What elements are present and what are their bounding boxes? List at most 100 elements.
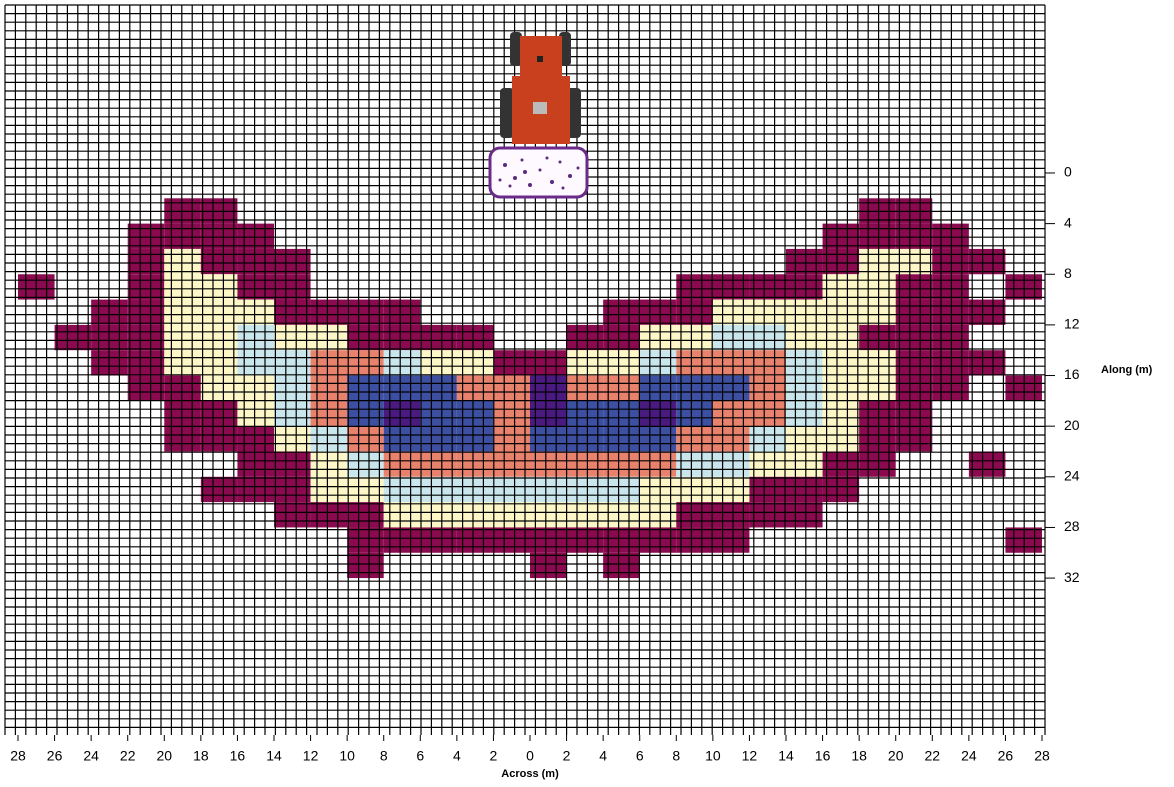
heatmap-cell: [55, 249, 92, 274]
heatmap-cell: [164, 527, 201, 552]
heatmap-cell: [55, 527, 92, 552]
x-tick-label: 28: [1034, 748, 1050, 764]
heatmap-cell: [786, 451, 823, 476]
heatmap-cell: [128, 325, 165, 350]
heatmap-cell: [274, 426, 311, 451]
heatmap-cell: [932, 426, 969, 451]
heatmap-cell: [823, 527, 860, 552]
heatmap-cell: [859, 401, 896, 426]
heatmap-cell: [311, 325, 348, 350]
heatmap-cell: [420, 477, 457, 502]
heatmap-cell: [896, 477, 933, 502]
heatmap-cell: [859, 477, 896, 502]
heatmap-cell: [274, 376, 311, 401]
y-tick-label: 24: [1064, 468, 1080, 484]
heatmap-cell: [932, 376, 969, 401]
heatmap-cell: [896, 376, 933, 401]
x-tick-label: 24: [83, 748, 99, 764]
heatmap-cell: [55, 350, 92, 375]
heatmap-cell: [969, 274, 1006, 299]
heatmap-cell: [311, 376, 348, 401]
heatmap-cell: [932, 451, 969, 476]
tractor-wheel: [500, 88, 514, 138]
heatmap-cell: [786, 249, 823, 274]
tractor-cab: [533, 102, 547, 114]
heatmap-cell: [237, 553, 274, 578]
x-tick-label: 6: [636, 748, 644, 764]
heatmap-cell: [859, 376, 896, 401]
heatmap-cell: [859, 527, 896, 552]
x-tick-label: 18: [193, 748, 209, 764]
heatmap-cell: [823, 300, 860, 325]
heatmap-cell: [164, 451, 201, 476]
y-tick-label: 20: [1064, 417, 1080, 433]
heatmap-cell: [823, 274, 860, 299]
heatmap-cell: [420, 300, 457, 325]
heatmap-cell: [969, 527, 1006, 552]
heatmap-cell: [676, 553, 713, 578]
heatmap-cell: [201, 300, 238, 325]
x-tick-label: 8: [380, 748, 388, 764]
heatmap-cell: [128, 300, 165, 325]
heatmap-cell: [823, 553, 860, 578]
heatmap-cell: [969, 224, 1006, 249]
x-tick-label: 6: [416, 748, 424, 764]
heatmap-cell: [201, 249, 238, 274]
x-tick-label: 8: [672, 748, 680, 764]
heatmap-cell: [128, 527, 165, 552]
heatmap-cell: [786, 401, 823, 426]
heatmap-cell: [347, 350, 384, 375]
heatmap-cell: [237, 376, 274, 401]
heatmap-cell: [420, 224, 457, 249]
heatmap-cell: [311, 502, 348, 527]
heatmap-cell: [164, 300, 201, 325]
heatmap-cell: [896, 274, 933, 299]
x-tick-label: 24: [961, 748, 977, 764]
heatmap-cell: [420, 502, 457, 527]
heatmap-cell: [932, 477, 969, 502]
heatmap-cell: [164, 477, 201, 502]
heatmap-cell: [201, 401, 238, 426]
heatmap-cell: [969, 477, 1006, 502]
heatmap-cell: [237, 502, 274, 527]
heatmap-cell: [164, 401, 201, 426]
heatmap-cell: [311, 477, 348, 502]
heatmap-cell: [969, 553, 1006, 578]
y-axis-title: Along (m): [1101, 364, 1153, 376]
heatmap-cell: [55, 325, 92, 350]
heatmap-cell: [420, 426, 457, 451]
heatmap-cell: [311, 249, 348, 274]
heatmap-cell: [749, 249, 786, 274]
x-tick-label: 4: [453, 748, 461, 764]
heatmap-cell: [55, 477, 92, 502]
heatmap-cell: [274, 274, 311, 299]
heatmap-cell: [749, 401, 786, 426]
heatmap-cell: [823, 426, 860, 451]
x-tick-label: 26: [998, 748, 1014, 764]
heatmap-cell: [311, 553, 348, 578]
heatmap-cell: [932, 401, 969, 426]
spreader-hopper: [490, 148, 587, 197]
heatmap-cell: [859, 502, 896, 527]
heatmap-cell: [164, 274, 201, 299]
heatmap-cell: [311, 426, 348, 451]
heatmap-cell: [749, 477, 786, 502]
heatmap-cell: [128, 553, 165, 578]
heatmap-cell: [420, 376, 457, 401]
heatmap-cell: [786, 224, 823, 249]
heatmap-cell: [274, 451, 311, 476]
heatmap-cell: [823, 350, 860, 375]
heatmap-cell: [932, 527, 969, 552]
heatmap-cell: [164, 249, 201, 274]
heatmap-cell: [347, 553, 384, 578]
heatmap-cell: [164, 376, 201, 401]
heatmap-cell: [859, 553, 896, 578]
y-tick-label: 12: [1064, 316, 1080, 332]
heatmap-cell: [676, 325, 713, 350]
heatmap-cell: [896, 350, 933, 375]
heatmap-cell: [55, 274, 92, 299]
heatmap-cell: [749, 224, 786, 249]
heatmap-cell: [274, 325, 311, 350]
heatmap-cell: [347, 502, 384, 527]
heatmap-cell: [128, 451, 165, 476]
